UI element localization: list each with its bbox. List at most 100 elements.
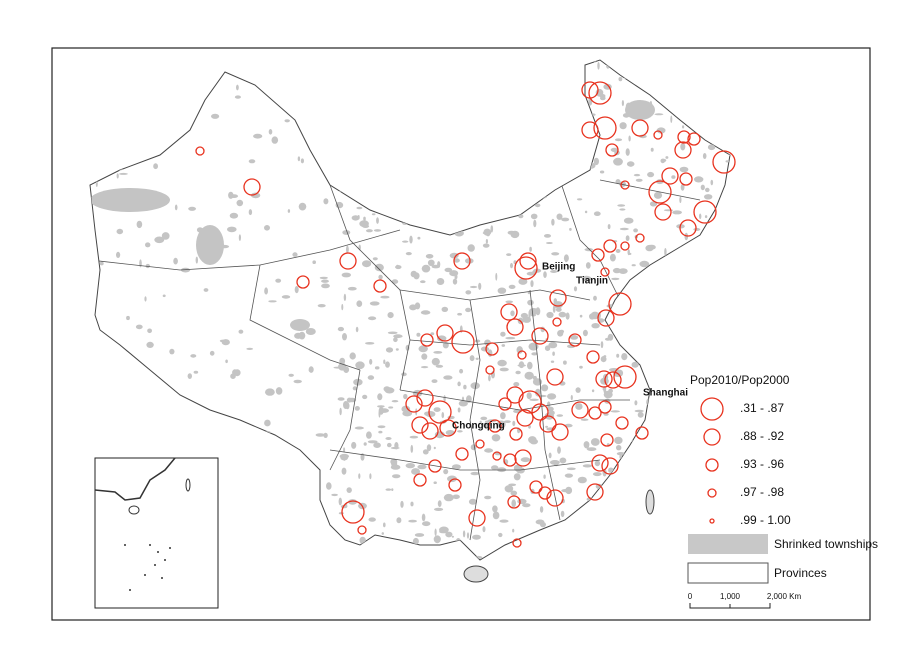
population-circle (341, 500, 365, 524)
scale-label: 1,000 (720, 592, 741, 601)
township-patch (726, 231, 730, 240)
township-patch (466, 532, 470, 539)
population-circle (571, 401, 589, 419)
township-patch (530, 549, 534, 555)
township-patch (95, 327, 98, 336)
township-patch (615, 249, 621, 253)
township-patch (139, 106, 147, 113)
township-patch (585, 262, 591, 269)
township-patch (733, 216, 736, 220)
township-patch (457, 430, 463, 433)
population-circle (413, 473, 427, 487)
township-patch (647, 267, 655, 274)
township-patch (402, 240, 409, 243)
township-patch (383, 190, 392, 194)
township-patch (246, 347, 254, 350)
township-patch (505, 336, 516, 340)
township-patch (680, 477, 686, 485)
township-patch (338, 497, 342, 506)
township-patch (723, 362, 730, 369)
township-patch (367, 440, 378, 444)
population-circle (631, 119, 649, 137)
township-patch (362, 154, 366, 159)
population-circle (488, 419, 502, 433)
township-patch (449, 252, 459, 259)
township-patch (727, 130, 730, 133)
township-patch (706, 510, 710, 517)
township-patch (383, 94, 391, 103)
township-patch (338, 512, 344, 515)
township-patch (605, 337, 611, 341)
township-patch (537, 77, 543, 80)
township-patch (284, 119, 290, 123)
township-patch (485, 63, 493, 70)
township-patch (506, 198, 510, 203)
township-patch (116, 440, 122, 448)
township-patch (599, 94, 606, 98)
township-patch (498, 532, 503, 538)
township-patch (451, 464, 461, 470)
township-patch (458, 400, 468, 407)
township-patch (351, 186, 361, 191)
township-patch (694, 60, 702, 65)
township-patch (735, 447, 744, 453)
township-patch (391, 400, 399, 403)
township-patch (392, 474, 401, 479)
township-patch (431, 264, 440, 269)
township-patch (90, 318, 93, 323)
township-patch (529, 308, 539, 315)
township-patch (606, 538, 611, 544)
township-patch (726, 294, 730, 302)
township-patch (482, 196, 491, 203)
township-patch (333, 366, 344, 369)
township-patch (198, 67, 205, 72)
township-patch (477, 161, 484, 168)
township-patch (633, 173, 641, 177)
township-patch (387, 312, 394, 319)
township-patch (449, 190, 455, 196)
township-patch (593, 295, 597, 301)
township-patch (469, 355, 475, 362)
township-patch (393, 334, 403, 339)
township-patch (440, 198, 448, 206)
township-patch (203, 288, 209, 292)
township-patch (116, 359, 121, 363)
population-circle (620, 241, 630, 251)
township-patch (408, 75, 415, 82)
township-patch (545, 547, 553, 554)
township-patch (369, 163, 376, 168)
township-patch (188, 206, 197, 211)
township-patch (394, 442, 399, 450)
township-patch (700, 184, 705, 191)
township-patch (265, 388, 275, 396)
township-patch (91, 141, 97, 146)
township-patch (516, 77, 520, 82)
township-patch (469, 119, 475, 126)
township-patch (386, 62, 392, 65)
township-patch (406, 180, 411, 188)
township-patch (439, 526, 449, 534)
township-patch (710, 179, 714, 186)
township-patch (160, 105, 165, 111)
township-patch (693, 227, 701, 231)
township-patch (686, 463, 694, 470)
township-patch (507, 230, 516, 235)
township-patch (312, 260, 317, 265)
township-patch (344, 150, 349, 158)
township-patch (436, 278, 445, 285)
township-patch (125, 358, 135, 366)
township-patch (195, 256, 198, 264)
township-patch (147, 115, 154, 121)
township-patch (385, 361, 390, 368)
township-patch (688, 243, 693, 247)
township-patch (714, 74, 724, 81)
township-patch (512, 62, 520, 65)
township-patch (390, 458, 398, 466)
township-patch (575, 403, 583, 410)
township-patch (617, 204, 626, 207)
township-patch (293, 379, 302, 384)
population-circle (506, 318, 524, 336)
township-patch (662, 466, 671, 473)
township-patch (429, 154, 439, 160)
